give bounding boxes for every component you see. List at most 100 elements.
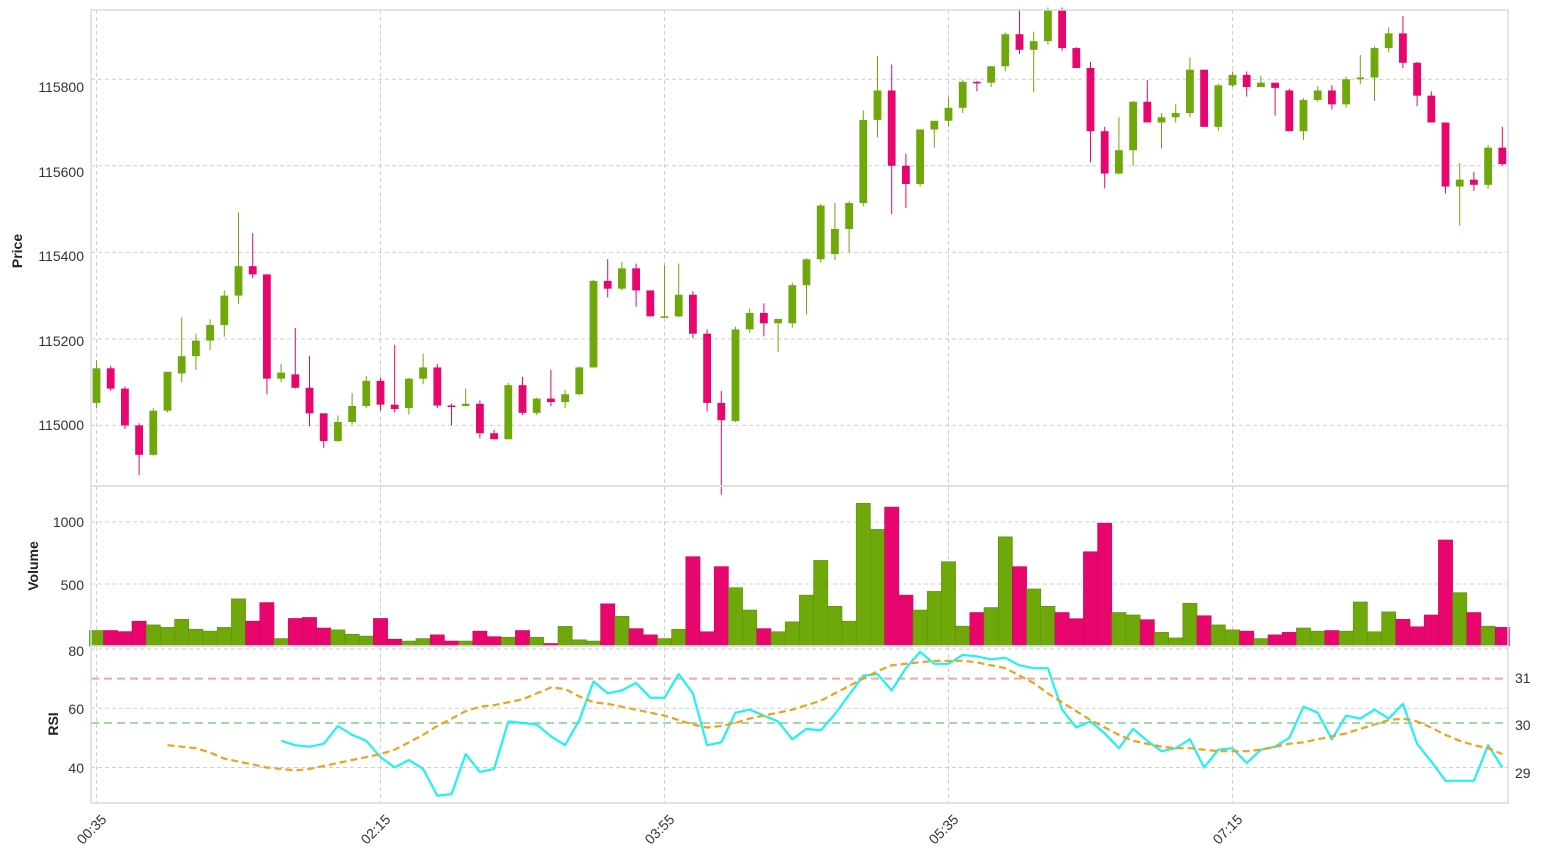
volume-bar [231,598,246,647]
price-panel-frame [90,9,1509,487]
candle-body [1157,117,1166,123]
candle-body [1015,34,1024,50]
volume-bar [742,609,758,647]
candle-body [1271,82,1279,88]
candle-body [987,66,995,83]
marks-layer [89,7,1510,797]
candle-body [1399,33,1407,63]
candle-body [532,398,541,413]
candle-body [674,294,683,317]
candle-body [618,268,626,289]
x-tick-label: 02:15 [357,811,393,847]
candle-body [106,368,115,389]
candle-body [788,285,797,324]
volume-bar [713,566,729,647]
volume-bar [728,587,743,647]
volume-bar [103,630,119,647]
volume-bar [926,591,942,647]
candle-body [916,129,924,184]
volume-bar [245,620,261,647]
volume-bar [344,633,360,647]
candle-body [1342,79,1350,105]
volume-bar [1452,592,1468,647]
candle-body [561,394,569,403]
volume-bar [799,594,814,647]
volume-bar [1210,624,1226,647]
candle-body [291,374,300,388]
candle-body [731,329,740,422]
candle-body [1441,122,1450,187]
volume-bar [415,638,431,647]
x-tick-label: 03:55 [641,811,677,847]
rsi-signal-line [167,659,1503,772]
candle-body [1086,67,1095,132]
volume-tick-label: 500 [61,577,85,593]
candle-body [1257,82,1265,88]
volume-bar [571,639,587,647]
volume-bar [855,503,871,647]
candle-body [873,90,882,120]
volume-bar [1182,602,1198,647]
rsi-axis-label: RSI [45,712,61,735]
volume-bar [1154,632,1169,647]
volume-tick-label: 1000 [53,514,84,530]
candle-body [1044,10,1052,42]
candle-body [1498,147,1507,165]
volume-bar [259,602,275,647]
candle-body [334,421,342,441]
candle-body [958,81,967,108]
candle-body [973,81,981,84]
volume-bar [827,606,843,647]
candle-body [603,280,612,289]
volume-bar [1324,630,1340,647]
volume-bar [1026,588,1042,647]
volume-bar [1196,615,1212,647]
frame-layer [90,9,1509,804]
volume-bar [1310,630,1326,647]
volume-bar [1267,634,1283,647]
volume-bar [1012,566,1027,647]
volume-bar [1352,601,1368,647]
candle-body [1413,62,1421,96]
candle-body [1143,101,1152,123]
candle-body [476,403,484,434]
candle-body [859,119,868,203]
volume-bar [1125,614,1141,647]
candle-body [447,405,456,408]
candle-body [234,266,243,296]
volume-bar [685,556,701,647]
price-tick-label: 115400 [38,248,84,264]
volume-bar [1139,619,1155,647]
candle-body [1001,34,1010,67]
volume-bar [188,628,204,647]
candle-body [305,387,314,414]
candle-body [802,259,811,286]
candle-body [92,368,101,403]
candle-body [263,274,271,379]
candle-body [206,325,214,341]
candle-body [192,340,200,357]
candle-body [1100,131,1109,174]
candle-body [1129,101,1137,151]
volume-bar [131,620,147,647]
price-tick-label: 115000 [38,417,84,433]
rsi-tick-label: 80 [68,643,84,659]
grid-layer [91,10,1508,803]
price-axis-label: Price [9,234,25,268]
text-layer: Price Volume RSI 115000 115200 115400 11… [9,79,1531,847]
volume-bar [1438,539,1453,647]
candle-body [163,371,172,411]
candle-body [1370,48,1379,78]
candle-body [1455,179,1464,187]
volume-bar [373,618,388,647]
volume-bar [1367,631,1382,647]
rsi-line [280,650,1504,797]
volume-bar [983,607,999,647]
candle-body [760,312,768,324]
candle-body [887,90,896,166]
volume-bar [657,638,672,647]
volume-bar [600,603,616,647]
volume-bar [1296,627,1311,647]
x-tick-label: 00:35 [73,811,109,847]
candle-body [660,316,669,318]
